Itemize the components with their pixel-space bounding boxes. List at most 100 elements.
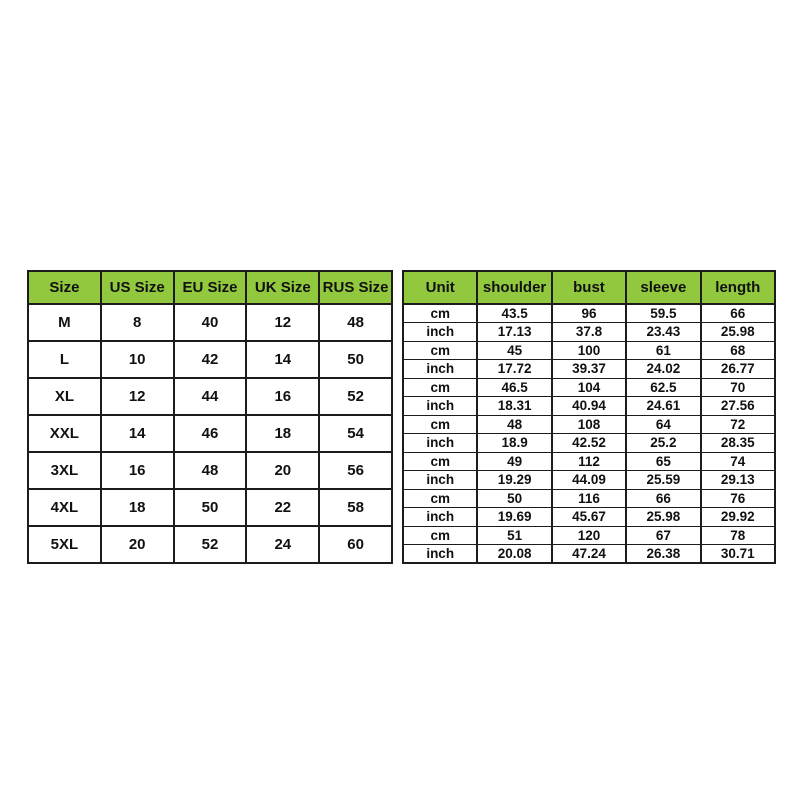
measurements-table-value-cell: 26.38	[625, 544, 702, 564]
measurements-table-header-cell: shoulder	[476, 270, 553, 305]
measurements-table-value-cell: 96	[550, 303, 628, 323]
measurements-table-value-cell: 19.29	[476, 470, 553, 490]
size-conversion-table-value-cell: 22	[245, 488, 321, 527]
size-conversion-table-value-cell: 12	[99, 377, 175, 416]
measurements-table-label-cell: cm	[401, 377, 479, 397]
measurements-table-row: inch 19.69 45.67 25.98 29.92	[401, 507, 777, 527]
measurements-table-value-cell: 19.69	[476, 507, 553, 527]
size-conversion-table-value-cell: 24	[245, 525, 321, 564]
measurements-table-value-cell: 17.72	[476, 359, 553, 379]
measurements-table-value-cell: 66	[625, 488, 702, 508]
measurements-table-header-cell: length	[699, 270, 777, 305]
size-conversion-table-label-cell: XL	[27, 377, 102, 416]
size-conversion-table-header-row: Size US Size EU Size UK Size RUS Size	[27, 270, 393, 305]
measurements-table-label-cell: inch	[401, 322, 479, 342]
measurements-table-value-cell: 45	[476, 340, 553, 360]
size-conversion-table-value-cell: 60	[318, 525, 393, 564]
measurements-table-label-cell: cm	[401, 451, 479, 471]
size-conversion-table-value-cell: 10	[99, 340, 175, 379]
measurements-table-value-cell: 27.56	[699, 396, 777, 416]
measurements-table-row: inch 19.29 44.09 25.59 29.13	[401, 470, 777, 490]
size-conversion-table-value-cell: 16	[245, 377, 321, 416]
measurements-table: Unit shoulder bust sleeve length cm 43.5 96 59.…	[401, 270, 777, 564]
size-conversion-table-body: M 8 40 12 48 L 10 42 14 50 XL 12 44 16 52 XXL 14 46 18 54 3X…	[27, 303, 393, 564]
measurements-table-value-cell: 120	[550, 525, 628, 545]
measurements-table-value-cell: 24.61	[625, 396, 702, 416]
measurements-table-header-cell: sleeve	[625, 270, 702, 305]
measurements-table-value-cell: 47.24	[550, 544, 628, 564]
measurements-table-value-cell: 18.9	[476, 433, 553, 453]
size-conversion-table-header-cell: Size	[27, 270, 102, 305]
measurements-table-label-cell: inch	[401, 544, 479, 564]
measurements-table-value-cell: 72	[699, 414, 777, 434]
measurements-table-value-cell: 25.98	[699, 322, 777, 342]
measurements-table-value-cell: 26.77	[699, 359, 777, 379]
size-conversion-table-value-cell: 16	[99, 451, 175, 490]
measurements-table-row: cm 46.5 104 62.5 70	[401, 377, 777, 397]
measurements-table-label-cell: inch	[401, 507, 479, 527]
size-conversion-table-row: 3XL 16 48 20 56	[27, 451, 393, 490]
measurements-table-value-cell: 104	[550, 377, 628, 397]
measurements-table-value-cell: 67	[625, 525, 702, 545]
measurements-table-value-cell: 17.13	[476, 322, 553, 342]
measurements-table-value-cell: 50	[476, 488, 553, 508]
measurements-table-value-cell: 30.71	[699, 544, 777, 564]
size-conversion-table-value-cell: 14	[99, 414, 175, 453]
size-conversion-table: Size US Size EU Size UK Size RUS Size M 8 40 12…	[27, 270, 393, 564]
size-conversion-table-value-cell: 40	[172, 303, 248, 342]
size-conversion-table-label-cell: XXL	[27, 414, 102, 453]
measurements-table-label-cell: cm	[401, 525, 479, 545]
size-conversion-table-row: 5XL 20 52 24 60	[27, 525, 393, 564]
size-conversion-table-value-cell: 18	[245, 414, 321, 453]
size-conversion-table-value-cell: 52	[318, 377, 393, 416]
measurements-table-value-cell: 29.92	[699, 507, 777, 527]
size-conversion-table-value-cell: 50	[318, 340, 393, 379]
measurements-table-row: cm 45 100 61 68	[401, 340, 777, 360]
measurements-table-value-cell: 74	[699, 451, 777, 471]
measurements-table-value-cell: 39.37	[550, 359, 628, 379]
size-conversion-table-value-cell: 44	[172, 377, 248, 416]
size-conversion-table-header-cell: RUS Size	[318, 270, 393, 305]
measurements-table-label-cell: cm	[401, 488, 479, 508]
size-conversion-table-value-cell: 50	[172, 488, 248, 527]
size-conversion-table-label-cell: 3XL	[27, 451, 102, 490]
measurements-table-value-cell: 49	[476, 451, 553, 471]
measurements-table-label-cell: inch	[401, 396, 479, 416]
measurements-table-value-cell: 100	[550, 340, 628, 360]
size-conversion-table-value-cell: 18	[99, 488, 175, 527]
size-conversion-table-label-cell: L	[27, 340, 102, 379]
size-conversion-table-header-cell: UK Size	[245, 270, 321, 305]
measurements-table-value-cell: 65	[625, 451, 702, 471]
size-conversion-table-value-cell: 52	[172, 525, 248, 564]
size-conversion-table-value-cell: 58	[318, 488, 393, 527]
measurements-table-label-cell: inch	[401, 470, 479, 490]
measurements-table-value-cell: 42.52	[550, 433, 628, 453]
measurements-table-value-cell: 18.31	[476, 396, 553, 416]
measurements-table-value-cell: 28.35	[699, 433, 777, 453]
size-conversion-table-header-cell: US Size	[99, 270, 175, 305]
size-conversion-table-header-cell: EU Size	[172, 270, 248, 305]
size-conversion-table-row: L 10 42 14 50	[27, 340, 393, 379]
measurements-table-value-cell: 25.2	[625, 433, 702, 453]
size-conversion-table-row: XXL 14 46 18 54	[27, 414, 393, 453]
measurements-table-row: cm 51 120 67 78	[401, 525, 777, 545]
measurements-table-body: cm 43.5 96 59.5 66 inch 17.13 37.8 23.43 25.98 cm 4…	[401, 303, 777, 564]
size-conversion-table-value-cell: 12	[245, 303, 321, 342]
measurements-table-value-cell: 46.5	[476, 377, 553, 397]
measurements-table-value-cell: 59.5	[625, 303, 702, 323]
size-conversion-table-value-cell: 8	[99, 303, 175, 342]
measurements-table-value-cell: 112	[550, 451, 628, 471]
size-conversion-table-value-cell: 54	[318, 414, 393, 453]
measurements-table-header-cell: bust	[550, 270, 628, 305]
measurements-table-value-cell: 40.94	[550, 396, 628, 416]
measurements-table-label-cell: inch	[401, 433, 479, 453]
measurements-table-value-cell: 76	[699, 488, 777, 508]
measurements-table-value-cell: 108	[550, 414, 628, 434]
measurements-table-value-cell: 45.67	[550, 507, 628, 527]
measurements-table-row: cm 50 116 66 76	[401, 488, 777, 508]
measurements-table-value-cell: 51	[476, 525, 553, 545]
measurements-table-value-cell: 78	[699, 525, 777, 545]
measurements-table-value-cell: 70	[699, 377, 777, 397]
size-conversion-table-value-cell: 20	[245, 451, 321, 490]
measurements-table-value-cell: 44.09	[550, 470, 628, 490]
